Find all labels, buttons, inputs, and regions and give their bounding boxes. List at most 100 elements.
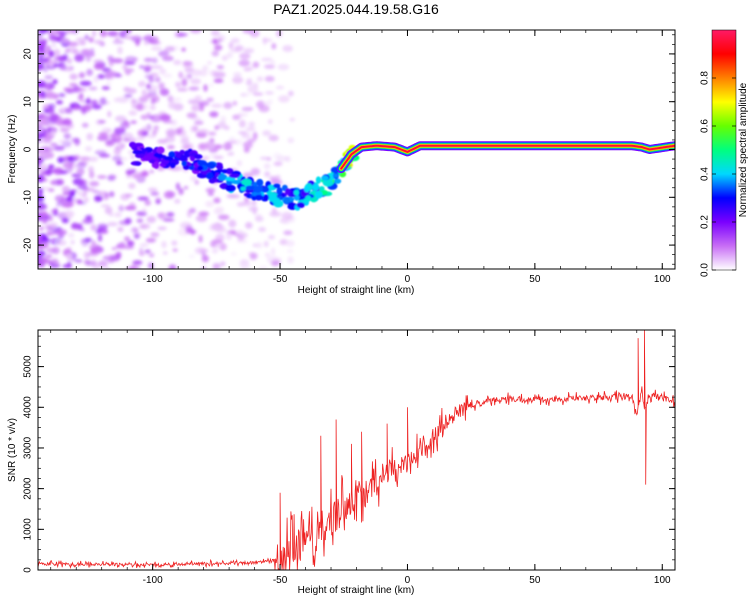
noise-blob [252, 61, 260, 68]
ridge-blob [142, 155, 152, 162]
noise-blob [136, 218, 144, 223]
ridge-blob [132, 149, 143, 155]
snr-y-label: SNR (10 * v/v) [7, 418, 18, 482]
noise-blob [205, 200, 215, 208]
noise-blob [206, 97, 214, 102]
ridge-blob [197, 165, 204, 171]
noise-blob [228, 42, 234, 50]
noise-blob [66, 253, 73, 261]
colorbar-tick-label: 0.2 [700, 215, 711, 229]
ridge-blob [334, 178, 342, 184]
noise-blob [152, 57, 158, 64]
noise-blob [194, 180, 199, 185]
noise-blob [188, 86, 199, 92]
noise-blob [38, 240, 43, 246]
noise-blob [258, 227, 267, 232]
noise-blob [286, 216, 295, 220]
noise-blob [162, 251, 168, 255]
noise-blob [212, 40, 220, 45]
noise-blob [176, 87, 188, 92]
noise-blob [275, 30, 283, 38]
noise-blob [104, 206, 113, 215]
noise-blob [112, 155, 122, 162]
noise-blob [98, 260, 108, 268]
noise-blob [125, 88, 137, 94]
noise-blob [130, 98, 137, 106]
noise-blob [50, 142, 58, 147]
ridge-blob [221, 169, 228, 174]
noise-blob [267, 119, 273, 125]
noise-blob [182, 60, 190, 69]
noise-blob [45, 91, 56, 99]
noise-blob [262, 130, 272, 137]
noise-blob [92, 189, 100, 194]
colorbar-gradient [711, 29, 737, 271]
noise-blob [223, 101, 233, 110]
noise-blob [81, 122, 89, 128]
noise-blob [42, 137, 52, 144]
noise-blob [89, 181, 100, 187]
noise-blob [52, 246, 60, 255]
ridge-blob [315, 176, 322, 184]
ridge-blob [296, 202, 305, 209]
noise-blob [124, 93, 133, 98]
noise-blob [87, 251, 99, 257]
spectrogram-y-ticks: -20 -10 0 10 20 [23, 34, 675, 265]
noise-blob [217, 214, 230, 221]
noise-blob [210, 30, 220, 37]
noise-blob [164, 46, 176, 52]
noise-blob [85, 99, 91, 104]
x-tick-label: -50 [273, 274, 288, 285]
noise-blob [273, 161, 283, 166]
noise-blob [190, 229, 196, 235]
noise-blob [45, 45, 51, 50]
noise-blob [90, 99, 98, 106]
noise-blob [125, 71, 131, 75]
spectrogram-y-label: Frequency (Hz) [7, 115, 18, 184]
noise-blob [61, 185, 70, 192]
noise-blob [239, 261, 250, 269]
noise-blob [114, 212, 122, 218]
noise-blob [48, 103, 56, 110]
noise-blob [207, 192, 214, 196]
noise-blob [54, 194, 66, 202]
noise-blob [287, 256, 294, 264]
ridge-blob [283, 197, 290, 204]
spectrogram-ridge [129, 141, 360, 211]
noise-blob [191, 104, 200, 112]
noise-blob [157, 212, 166, 219]
spectrogram-x-label: Height of straight line (km) [298, 285, 415, 296]
noise-blob [282, 45, 293, 52]
noise-blob [92, 104, 102, 110]
noise-blob [154, 76, 161, 83]
x-tick-label: 50 [529, 575, 541, 586]
noise-blob [126, 240, 135, 247]
noise-blob [162, 73, 173, 79]
noise-blob [209, 153, 218, 158]
noise-blob [90, 259, 97, 266]
noise-blob [269, 211, 281, 217]
ridge-blob [322, 178, 334, 187]
noise-blob [58, 93, 66, 98]
ridge-blob [190, 152, 197, 157]
noise-blob [106, 128, 112, 133]
x-tick-label: -100 [143, 575, 163, 586]
noise-blob [246, 78, 253, 82]
noise-blob [202, 65, 209, 72]
noise-blob [162, 218, 175, 222]
noise-blob [105, 81, 112, 86]
noise-blob [168, 101, 177, 109]
snr-x-label: Height of straight line (km) [298, 585, 415, 596]
noise-blob [70, 240, 75, 245]
noise-blob [258, 105, 270, 113]
noise-blob [93, 62, 105, 70]
colorbar-label: Normalized spectral amplitude [738, 82, 749, 217]
noise-blob [146, 216, 157, 224]
noise-blob [46, 127, 52, 133]
ridge-blob [156, 146, 165, 154]
noise-blob [259, 265, 268, 269]
noise-blob [178, 187, 184, 196]
noise-blob [172, 248, 178, 252]
noise-blob [271, 42, 277, 50]
noise-blob [66, 57, 73, 64]
